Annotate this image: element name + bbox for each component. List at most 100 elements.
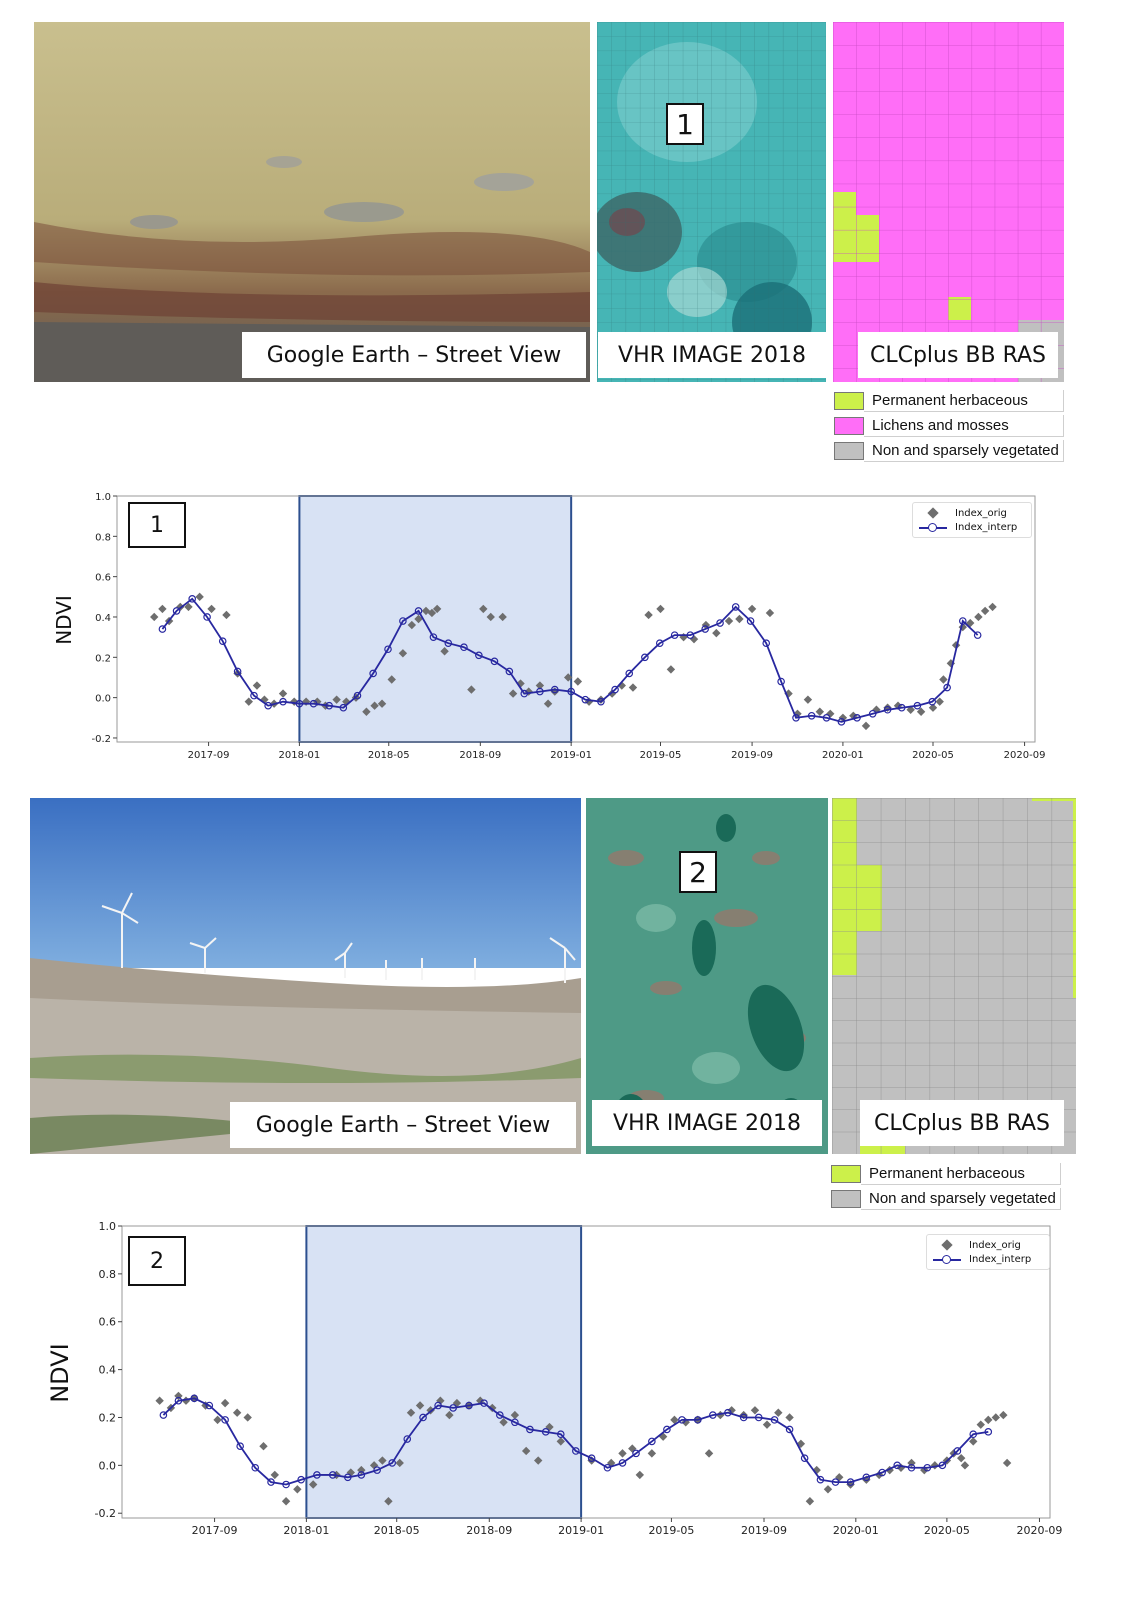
- orig-point: [587, 1456, 596, 1465]
- legend-swatch: [834, 442, 864, 460]
- interp-point: [709, 1411, 717, 1419]
- y-tick-label: 0.8: [99, 1268, 117, 1281]
- orig-point: [222, 610, 231, 620]
- interp-point: [233, 667, 242, 676]
- interp-point: [536, 687, 544, 696]
- y-tick-label: 1.0: [99, 1220, 117, 1233]
- interp-point: [158, 625, 167, 633]
- interp-point: [511, 1418, 519, 1427]
- orig-point: [516, 679, 525, 688]
- orig-point: [201, 1401, 210, 1410]
- orig-point: [563, 673, 573, 682]
- orig-point: [946, 659, 956, 668]
- orig-point: [960, 1461, 970, 1470]
- orig-point: [656, 604, 665, 614]
- orig-point: [521, 1446, 531, 1456]
- interp-point: [716, 619, 724, 627]
- orig-point: [407, 620, 417, 630]
- interp-point: [550, 685, 559, 694]
- interp-point: [174, 1396, 183, 1405]
- interp-point: [388, 1459, 396, 1467]
- y-tick-label: 1.0: [95, 492, 111, 503]
- plot-frame: [121, 1225, 1051, 1519]
- legend-index-interp-2: Index_interp: [933, 1252, 1043, 1266]
- orig-point: [689, 634, 699, 644]
- orig-point: [220, 1398, 230, 1408]
- interp-point: [923, 1463, 932, 1472]
- interp-point: [429, 633, 438, 641]
- orig-point: [584, 697, 594, 706]
- interp-point: [339, 703, 348, 712]
- orig-point: [281, 1497, 291, 1506]
- x-tick-label: 2020-01: [822, 750, 864, 761]
- interp-point: [762, 639, 771, 647]
- interp-point: [746, 617, 755, 625]
- y-axis-label-1: NDVI: [52, 595, 76, 645]
- x-tick-label: 2018-01: [279, 750, 321, 761]
- interp-point: [505, 667, 514, 676]
- orig-point: [414, 614, 423, 624]
- orig-point: [213, 1415, 222, 1425]
- orig-point: [174, 1391, 183, 1401]
- orig-point: [452, 1398, 462, 1408]
- interp-point: [632, 1449, 640, 1458]
- chart-legend-1: Index_orig Index_interp: [912, 502, 1032, 538]
- orig-point: [670, 1415, 679, 1425]
- orig-point: [958, 622, 967, 632]
- orig-point: [486, 612, 495, 622]
- interp-point: [572, 1447, 580, 1455]
- orig-point: [991, 1413, 1001, 1422]
- orig-point: [666, 665, 676, 674]
- legend-index-orig-2: Index_orig: [933, 1238, 1043, 1252]
- x-tick-label: 2019-01: [558, 1524, 604, 1537]
- orig-point: [974, 612, 983, 622]
- x-tick-label: 2017-09: [192, 1524, 238, 1537]
- orig-point: [735, 614, 744, 624]
- orig-point: [362, 707, 371, 716]
- orig-point: [750, 1406, 760, 1415]
- interp-point: [264, 701, 272, 710]
- x-tick-label: 2019-09: [741, 1524, 787, 1537]
- orig-point: [479, 604, 488, 614]
- interp-point: [172, 607, 181, 615]
- orig-point: [906, 705, 915, 714]
- interp-point: [328, 1471, 337, 1479]
- orig-point: [499, 1418, 508, 1427]
- orig-point: [928, 703, 938, 712]
- interp-point: [603, 1463, 612, 1472]
- orig-point: [635, 1470, 645, 1480]
- orig-point: [920, 1465, 929, 1475]
- orig-point: [704, 1449, 714, 1458]
- orig-point: [893, 701, 903, 710]
- interp-point: [693, 1416, 702, 1424]
- street-view-photo-2: [30, 798, 581, 1154]
- orig-point: [164, 616, 174, 626]
- interp-point: [893, 1461, 902, 1470]
- orig-point: [885, 1465, 894, 1475]
- interp-point: [444, 639, 453, 647]
- highlight-2018: [305, 1225, 583, 1519]
- orig-point: [244, 697, 253, 706]
- x-tick-label: 2020-01: [833, 1524, 879, 1537]
- orig-point: [313, 697, 322, 706]
- interp-point: [343, 1473, 352, 1482]
- interp-point: [556, 1430, 565, 1439]
- x-tick-label: 2019-09: [731, 750, 773, 761]
- orig-point: [150, 612, 159, 622]
- series-index-orig: [150, 592, 997, 731]
- interp-line: [162, 1397, 989, 1486]
- orig-point: [984, 1415, 993, 1425]
- x-tick-label: 2018-09: [466, 1524, 512, 1537]
- orig-point: [628, 1444, 637, 1453]
- orig-point: [415, 1401, 425, 1410]
- interp-point: [754, 1413, 763, 1422]
- interp-point: [449, 1404, 457, 1412]
- interp-point: [648, 1437, 656, 1446]
- orig-point: [387, 675, 396, 684]
- interp-point: [419, 1413, 427, 1422]
- orig-point: [508, 689, 518, 698]
- y-tick-label: 0.6: [95, 573, 111, 584]
- orig-point: [510, 1410, 520, 1420]
- orig-point: [369, 1461, 379, 1470]
- orig-point: [644, 610, 653, 620]
